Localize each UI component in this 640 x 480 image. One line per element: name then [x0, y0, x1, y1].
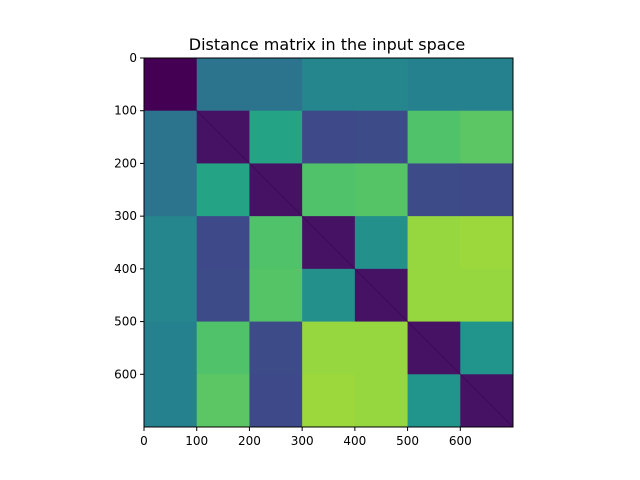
heatmap-block-r2-c3	[302, 163, 356, 217]
heatmap-block-r1-c4	[354, 110, 409, 164]
heatmap-block-r0-c2	[249, 58, 303, 112]
heatmap-block-r4-c0	[144, 268, 198, 323]
heatmap-block-r0-c5	[407, 58, 461, 112]
y-tick-label: 400	[114, 262, 137, 276]
heatmap-block-r2-c1	[196, 163, 250, 217]
heatmap-block-r2-c6	[460, 163, 514, 217]
heatmap-block-r2-c4	[354, 163, 409, 217]
y-tick-label: 0	[129, 51, 137, 65]
heatmap-block-r3-c2	[249, 216, 303, 270]
heatmap-block-r0-c4	[354, 58, 409, 112]
heatmap-block-r2-c5	[407, 163, 461, 217]
x-tick-label: 300	[291, 434, 314, 448]
x-axis: 0 100 200 300 400 500 600	[140, 427, 472, 448]
heatmap-block-r6-c4	[354, 374, 409, 428]
axes-frame	[143, 57, 514, 428]
heatmap-block-r1-c5	[407, 110, 461, 164]
heatmap-block-r5-c4	[354, 321, 409, 375]
diagonal-line	[143, 57, 514, 428]
heatmap-block-r6-c5	[407, 374, 461, 428]
x-tick-label: 500	[396, 434, 419, 448]
heatmap-block-r5-c2	[249, 321, 303, 375]
y-tick-label: 200	[114, 156, 137, 170]
heatmap-block-r5-c0	[144, 321, 198, 375]
heatmap-block-r2-c0	[144, 163, 198, 217]
heatmap-block-r4-c2	[249, 268, 303, 323]
heatmap-block-r6-c0	[144, 374, 198, 428]
heatmap-block-r1-c6	[460, 110, 514, 164]
heatmap-block-r3-c6	[460, 216, 514, 270]
heatmap-block-r1-c3	[302, 110, 356, 164]
heatmap-block-r5-c1	[196, 321, 250, 375]
x-tick-label: 0	[140, 434, 148, 448]
heatmap-block-r0-c6	[460, 58, 514, 112]
heatmap-block-r3-c1	[196, 216, 250, 270]
heatmap-block-r3-c4	[354, 216, 409, 270]
y-tick-label: 100	[114, 104, 137, 118]
heatmap-block-r1-c2	[249, 110, 303, 164]
heatmap-block-r6-c3	[302, 374, 356, 428]
heatmap-block-r1-c0	[144, 110, 198, 164]
heatmap-block-r3-c0	[144, 216, 198, 270]
y-tick-label: 300	[114, 209, 137, 223]
heatmap-block-r3-c5	[407, 216, 461, 270]
x-tick-label: 400	[343, 434, 366, 448]
heatmap-block-r6-c1	[196, 374, 250, 428]
heatmap-block-r5-c6	[460, 321, 514, 375]
x-tick-label: 200	[238, 434, 261, 448]
heatmap-block-r4-c5	[407, 268, 461, 323]
heatmap-block-r4-c3	[302, 268, 356, 323]
x-tick-label: 100	[185, 434, 208, 448]
y-tick-label: 600	[114, 367, 137, 381]
chart-title: Distance matrix in the input space	[189, 35, 465, 54]
heatmap-block-r5-c3	[302, 321, 356, 375]
heatmap-block-r0-c3	[302, 58, 356, 112]
x-tick-label: 600	[449, 434, 472, 448]
heatmap-block-r4-c1	[196, 268, 250, 323]
y-tick-label: 500	[114, 315, 137, 329]
heatmap-diagonal	[143, 57, 514, 428]
y-axis: 0 100 200 300 400 500 600	[114, 51, 144, 381]
heatmap-block-r4-c6	[460, 268, 514, 323]
heatmap-block-r0-c1	[196, 58, 250, 112]
heatmap-block-r6-c2	[249, 374, 303, 428]
